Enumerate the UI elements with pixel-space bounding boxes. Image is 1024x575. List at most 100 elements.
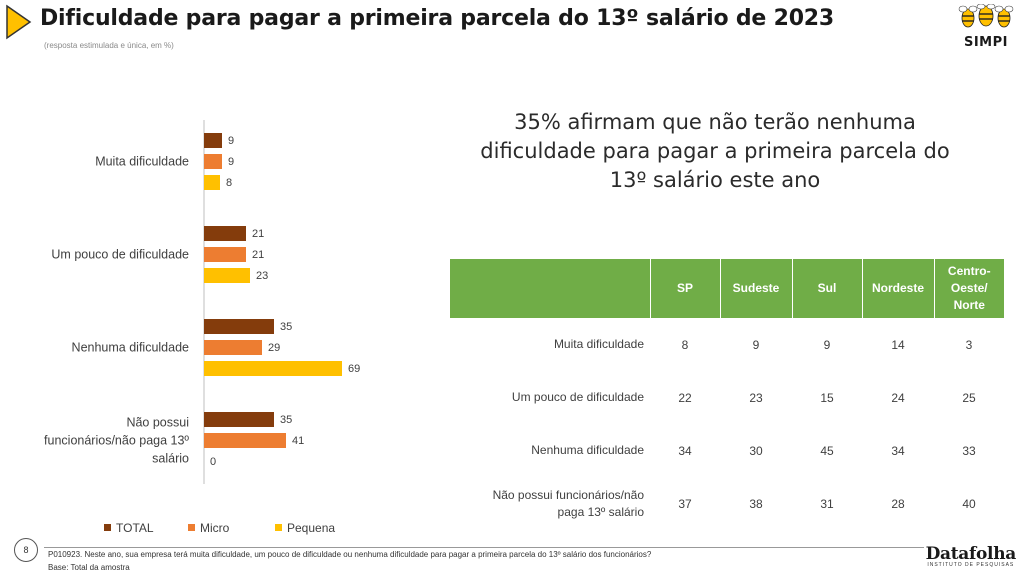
table-header-sul: Sul bbox=[792, 259, 863, 318]
bar bbox=[204, 247, 246, 262]
table-header-row: SP Sudeste Sul Nordeste Centro- Oeste/ N… bbox=[450, 259, 1004, 318]
bar bbox=[204, 133, 222, 148]
table-header-nordeste: Nordeste bbox=[862, 259, 935, 318]
table-row: Muita dificuldade 8 9 9 14 3 bbox=[450, 318, 1004, 371]
page-number: 8 bbox=[14, 538, 38, 562]
table-row: Nenhuma dificuldade 34 30 45 34 33 bbox=[450, 424, 1004, 477]
header-text: Nordeste bbox=[871, 281, 924, 295]
data-label: 29 bbox=[268, 342, 280, 354]
table-cell: 9 bbox=[823, 337, 831, 352]
table-cell: 15 bbox=[820, 390, 834, 405]
table-row: Não possui funcionários/não paga 13º sal… bbox=[450, 477, 1004, 530]
header-text: Oeste/ bbox=[950, 281, 988, 295]
page-title: Dificuldade para pagar a primeira parcel… bbox=[40, 6, 835, 31]
logo-text: SIMPI bbox=[963, 35, 1008, 50]
data-label: 41 bbox=[292, 435, 304, 447]
brand-name: Datafolha bbox=[925, 544, 1017, 564]
data-label: 8 bbox=[226, 177, 232, 189]
table-cell: 23 bbox=[749, 390, 763, 405]
simpi-logo: SIMPI bbox=[956, 3, 1016, 50]
brand-subtitle: INSTITUTO DE PESQUISAS bbox=[927, 562, 1015, 568]
table-cell: 22 bbox=[678, 390, 692, 405]
category-label: salário bbox=[152, 452, 189, 466]
data-label: 21 bbox=[252, 249, 264, 261]
data-label: 9 bbox=[228, 135, 234, 147]
row-label: Não possui funcionários/não paga 13º sal… bbox=[450, 477, 650, 530]
table-cell: 40 bbox=[962, 496, 976, 511]
row-label-line: Nenhuma dificuldade bbox=[531, 443, 644, 457]
bar bbox=[204, 361, 342, 376]
row-label: Nenhuma dificuldade bbox=[450, 424, 650, 477]
data-label: 23 bbox=[256, 270, 268, 282]
table-cell: 24 bbox=[891, 390, 905, 405]
row-label-line: paga 13º salário bbox=[557, 504, 644, 519]
table-header-sudeste: Sudeste bbox=[720, 259, 793, 318]
category-label: Muita dificuldade bbox=[95, 155, 189, 169]
legend-swatch bbox=[275, 524, 282, 531]
table-cell: 31 bbox=[820, 496, 834, 511]
data-label: 21 bbox=[252, 228, 264, 240]
table-cell: 14 bbox=[891, 337, 905, 352]
bar bbox=[204, 433, 286, 448]
bees-icon bbox=[958, 3, 1014, 28]
header-text: Centro- bbox=[947, 264, 991, 278]
data-label: 35 bbox=[280, 414, 292, 426]
header-text: Sul bbox=[817, 281, 837, 295]
bar bbox=[204, 340, 262, 355]
table-header-centro-oeste-norte: Centro- Oeste/ Norte bbox=[934, 259, 1004, 318]
table-cell: 45 bbox=[820, 443, 834, 458]
table-header-blank bbox=[450, 259, 651, 318]
legend-swatch bbox=[104, 524, 111, 531]
header-text: Sudeste bbox=[732, 281, 780, 295]
bar bbox=[204, 412, 274, 427]
footer-divider bbox=[44, 547, 924, 548]
data-label: 35 bbox=[280, 321, 292, 333]
table-cell: 34 bbox=[678, 443, 692, 458]
header-text: Norte bbox=[953, 298, 985, 312]
table-cell: 38 bbox=[749, 496, 763, 511]
table-cell: 8 bbox=[681, 337, 689, 352]
headline: 35% afirmam que não terão nenhuma dificu… bbox=[450, 108, 980, 195]
category-label: Nenhuma dificuldade bbox=[72, 341, 189, 355]
table-cell: 34 bbox=[891, 443, 905, 458]
question-text: P010923. Neste ano, sua empresa terá mui… bbox=[48, 550, 652, 559]
data-label: 69 bbox=[348, 363, 360, 375]
headline-line: dificuldade para pagar a primeira parcel… bbox=[480, 139, 950, 163]
bar-chart: 9 9 8 Muita dificuldade 21 21 23 Um pouco de di… bbox=[44, 120, 360, 535]
play-triangle-icon bbox=[6, 4, 32, 40]
headline-line: 35% afirmam que não terão nenhuma bbox=[514, 110, 916, 134]
legend-label: Pequena bbox=[287, 521, 335, 535]
category-label: Não possui bbox=[126, 416, 189, 430]
category-label: Um pouco de dificuldade bbox=[51, 248, 189, 262]
row-label: Um pouco de dificuldade bbox=[450, 371, 650, 424]
bar bbox=[204, 268, 250, 283]
table-cell: 37 bbox=[678, 496, 692, 511]
header-text: SP bbox=[676, 281, 693, 295]
bar bbox=[204, 154, 222, 169]
table-row: Um pouco de dificuldade 22 23 15 24 25 bbox=[450, 371, 1004, 424]
headline-line: 13º salário este ano bbox=[609, 168, 821, 192]
table-header-sp: SP bbox=[650, 259, 721, 318]
data-label: 9 bbox=[228, 156, 234, 168]
bar bbox=[204, 175, 220, 190]
table-cell: 30 bbox=[749, 443, 763, 458]
row-label: Muita dificuldade bbox=[450, 318, 650, 371]
table-cell: 3 bbox=[965, 337, 973, 352]
bar bbox=[204, 226, 246, 241]
legend-label: Micro bbox=[200, 521, 230, 535]
table-cell: 28 bbox=[891, 496, 905, 511]
page-subtitle: (resposta estimulada e única, em %) bbox=[44, 41, 174, 50]
legend-label: TOTAL bbox=[116, 521, 154, 535]
bar bbox=[204, 319, 274, 334]
legend-swatch bbox=[188, 524, 195, 531]
datafolha-logo: Datafolha INSTITUTO DE PESQUISAS bbox=[925, 544, 1017, 568]
table-cell: 33 bbox=[962, 443, 976, 458]
region-table: SP Sudeste Sul Nordeste Centro- Oeste/ N… bbox=[450, 259, 1004, 530]
data-label: 0 bbox=[210, 456, 216, 468]
base-text: Base: Total da amostra bbox=[48, 563, 130, 572]
row-label-line: Um pouco de dificuldade bbox=[511, 390, 644, 404]
row-label-line: Muita dificuldade bbox=[553, 337, 644, 351]
category-label: funcionários/não paga 13º bbox=[44, 434, 189, 448]
table-cell: 9 bbox=[752, 337, 760, 352]
row-label-line: Não possui funcionários/não bbox=[492, 487, 644, 502]
